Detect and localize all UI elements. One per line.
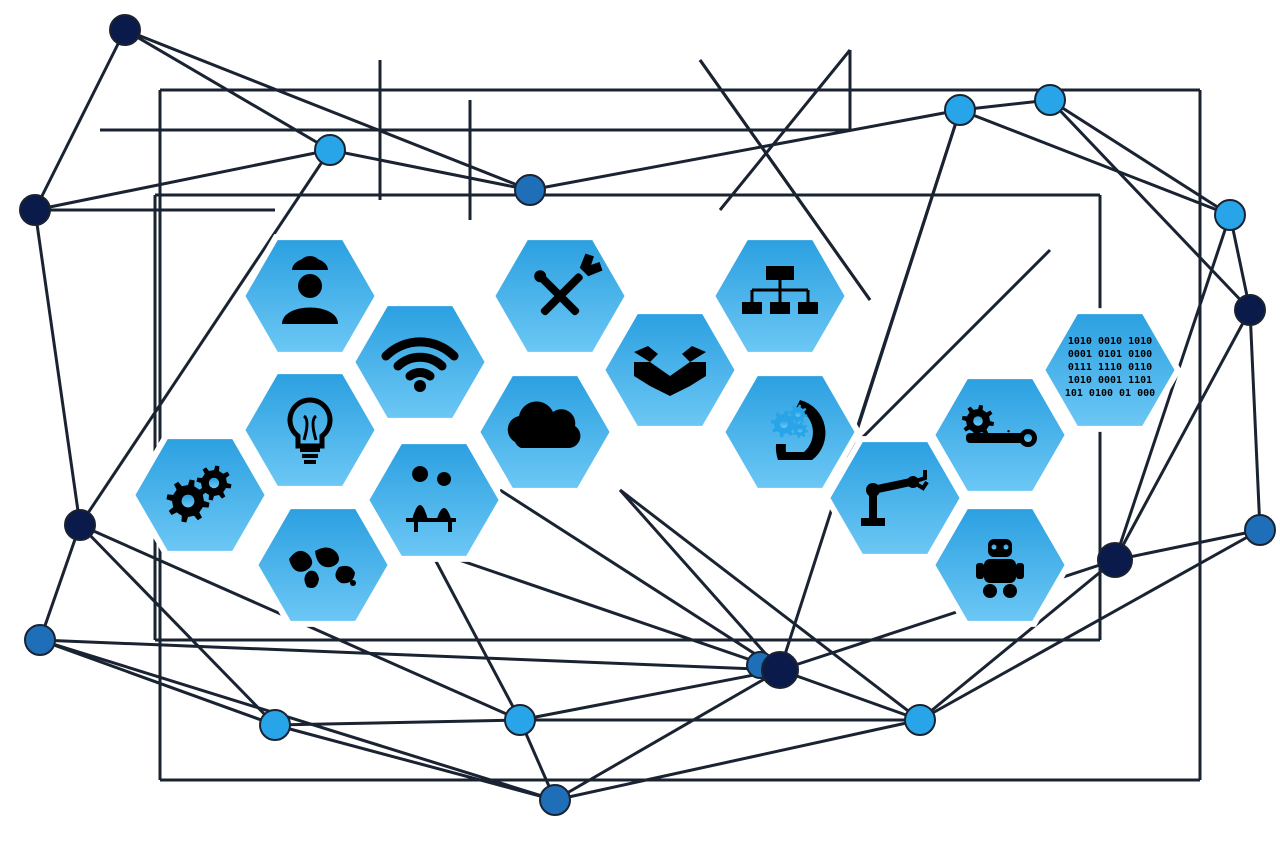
network-edge — [275, 720, 520, 725]
network-node — [515, 175, 545, 205]
binary-line: 0111 1110 0110 — [1068, 362, 1152, 373]
hex-gears — [132, 436, 268, 554]
network-node — [260, 710, 290, 740]
network-node — [1245, 515, 1275, 545]
network-node — [1215, 200, 1245, 230]
network-node — [65, 510, 95, 540]
network-node — [110, 15, 140, 45]
network-node — [540, 785, 570, 815]
network-edge — [960, 110, 1230, 215]
binary-line: 1010 0001 1101 — [1068, 375, 1152, 386]
network-node — [945, 95, 975, 125]
network-edge — [40, 640, 780, 670]
hex-worker — [242, 237, 378, 355]
hex-worldmap — [255, 506, 391, 624]
binary-line: 0001 0101 0100 — [1068, 349, 1152, 360]
hex-tools — [492, 237, 628, 355]
network-edge — [1115, 530, 1260, 560]
binary-icon: 1010 0010 1010 0001 0101 0100 0111 1110 01… — [1065, 336, 1155, 399]
hex-service: Service — [932, 376, 1068, 494]
hex-wifi — [352, 303, 488, 421]
network-edge — [1250, 310, 1260, 530]
network-edge — [275, 725, 555, 800]
network-node — [1235, 295, 1265, 325]
network-edge — [780, 670, 920, 720]
hex-robot — [932, 506, 1068, 624]
binary-line: 101 0100 01 000 — [1065, 388, 1155, 399]
network-node — [762, 652, 798, 688]
network-node — [505, 705, 535, 735]
network-edge — [555, 720, 920, 800]
network-edge — [35, 30, 125, 210]
hex-cloud — [477, 373, 613, 491]
hex-headgears — [722, 373, 858, 491]
binary-line: 1010 0010 1010 — [1068, 336, 1152, 347]
network-node — [315, 135, 345, 165]
hex-handshake — [602, 311, 738, 429]
hex-orgchart — [712, 237, 848, 355]
network-node — [905, 705, 935, 735]
network-node — [1098, 543, 1132, 577]
network-edge — [520, 670, 780, 720]
hex-bulb — [242, 371, 378, 489]
service-label: Service — [976, 428, 1024, 445]
network-node — [20, 195, 50, 225]
network-edge — [35, 210, 80, 525]
network-edge — [850, 110, 960, 450]
diagram-canvas: 1010 0010 1010 0001 0101 0100 0111 1110 01… — [0, 0, 1280, 853]
hexagon-grid: 1010 0010 1010 0001 0101 0100 0111 1110 01… — [132, 237, 1178, 624]
network-node — [25, 625, 55, 655]
network-edge — [1050, 100, 1230, 215]
network-edge — [330, 150, 530, 190]
network-node — [1035, 85, 1065, 115]
hex-people — [366, 441, 502, 559]
network-edge — [40, 525, 80, 640]
hex-binary: 1010 0010 1010 0001 0101 0100 0111 1110 01… — [1042, 311, 1178, 429]
network-edge — [35, 150, 330, 210]
network-edge — [40, 640, 275, 725]
